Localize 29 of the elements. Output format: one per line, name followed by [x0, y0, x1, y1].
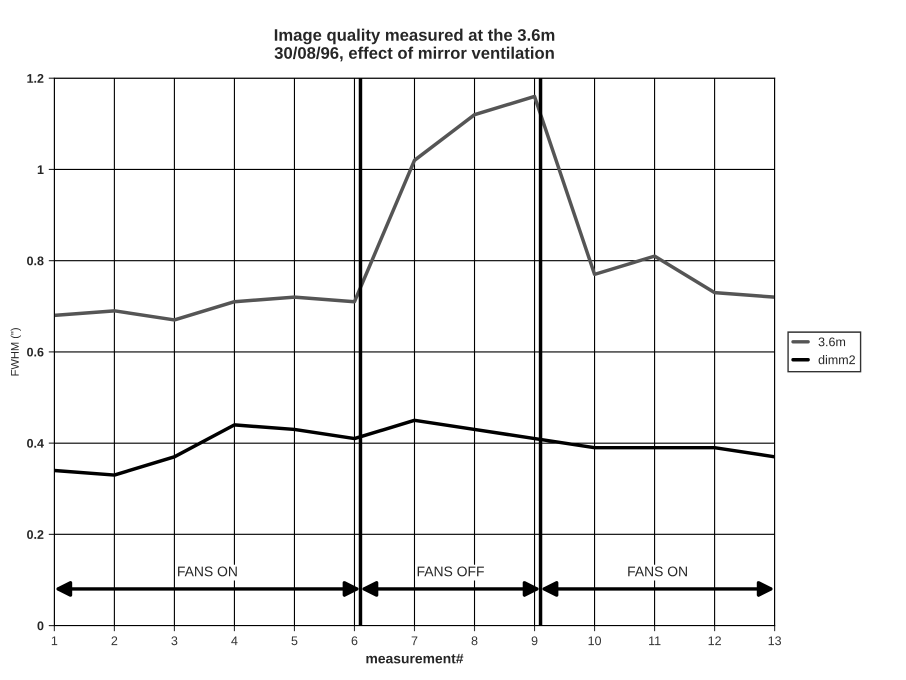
- line-series: [54, 94, 775, 322]
- x-tick-label: 11: [649, 636, 660, 646]
- y-tick-label: 0.8: [27, 256, 44, 266]
- y-tick-label: 1.2: [27, 74, 44, 83]
- y-tick-label: 0: [37, 621, 44, 630]
- x-tick-label: 13: [768, 636, 782, 646]
- x-tick-label: 3: [171, 636, 178, 646]
- x-tick-label: 7: [412, 636, 418, 646]
- y-tick-label: 0.4: [27, 438, 44, 448]
- y-tick-label: 1: [38, 165, 44, 174]
- x-tick-label: 1: [52, 636, 58, 646]
- legend-label: dimm2: [818, 355, 855, 364]
- y-tick-label: 0.2: [27, 530, 44, 540]
- x-tick-label: 9: [532, 636, 538, 646]
- legend-label: 3.6m: [818, 337, 846, 346]
- y-tick-label: 0.6: [27, 348, 44, 357]
- annotation: FANS OFF: [418, 566, 484, 576]
- y-axis-title: FWHM ("): [10, 328, 22, 376]
- x-tick-label: 8: [472, 636, 478, 646]
- x-tick-label: 12: [708, 636, 721, 646]
- chart-title: Image quality measured at the 3.6m 30/08/96, effect of mirror ventilation: [274, 28, 554, 62]
- x-tick-label: 10: [588, 636, 602, 646]
- x-axis-title: measurement#: [366, 654, 464, 664]
- x-tick-label: 2: [112, 636, 118, 646]
- annotation: FANS ON: [628, 566, 687, 576]
- x-tick-label: 6: [352, 636, 358, 646]
- x-tick-label: 5: [291, 636, 298, 646]
- x-tick-label: 4: [231, 636, 238, 646]
- annotation: FANS ON: [178, 566, 237, 576]
